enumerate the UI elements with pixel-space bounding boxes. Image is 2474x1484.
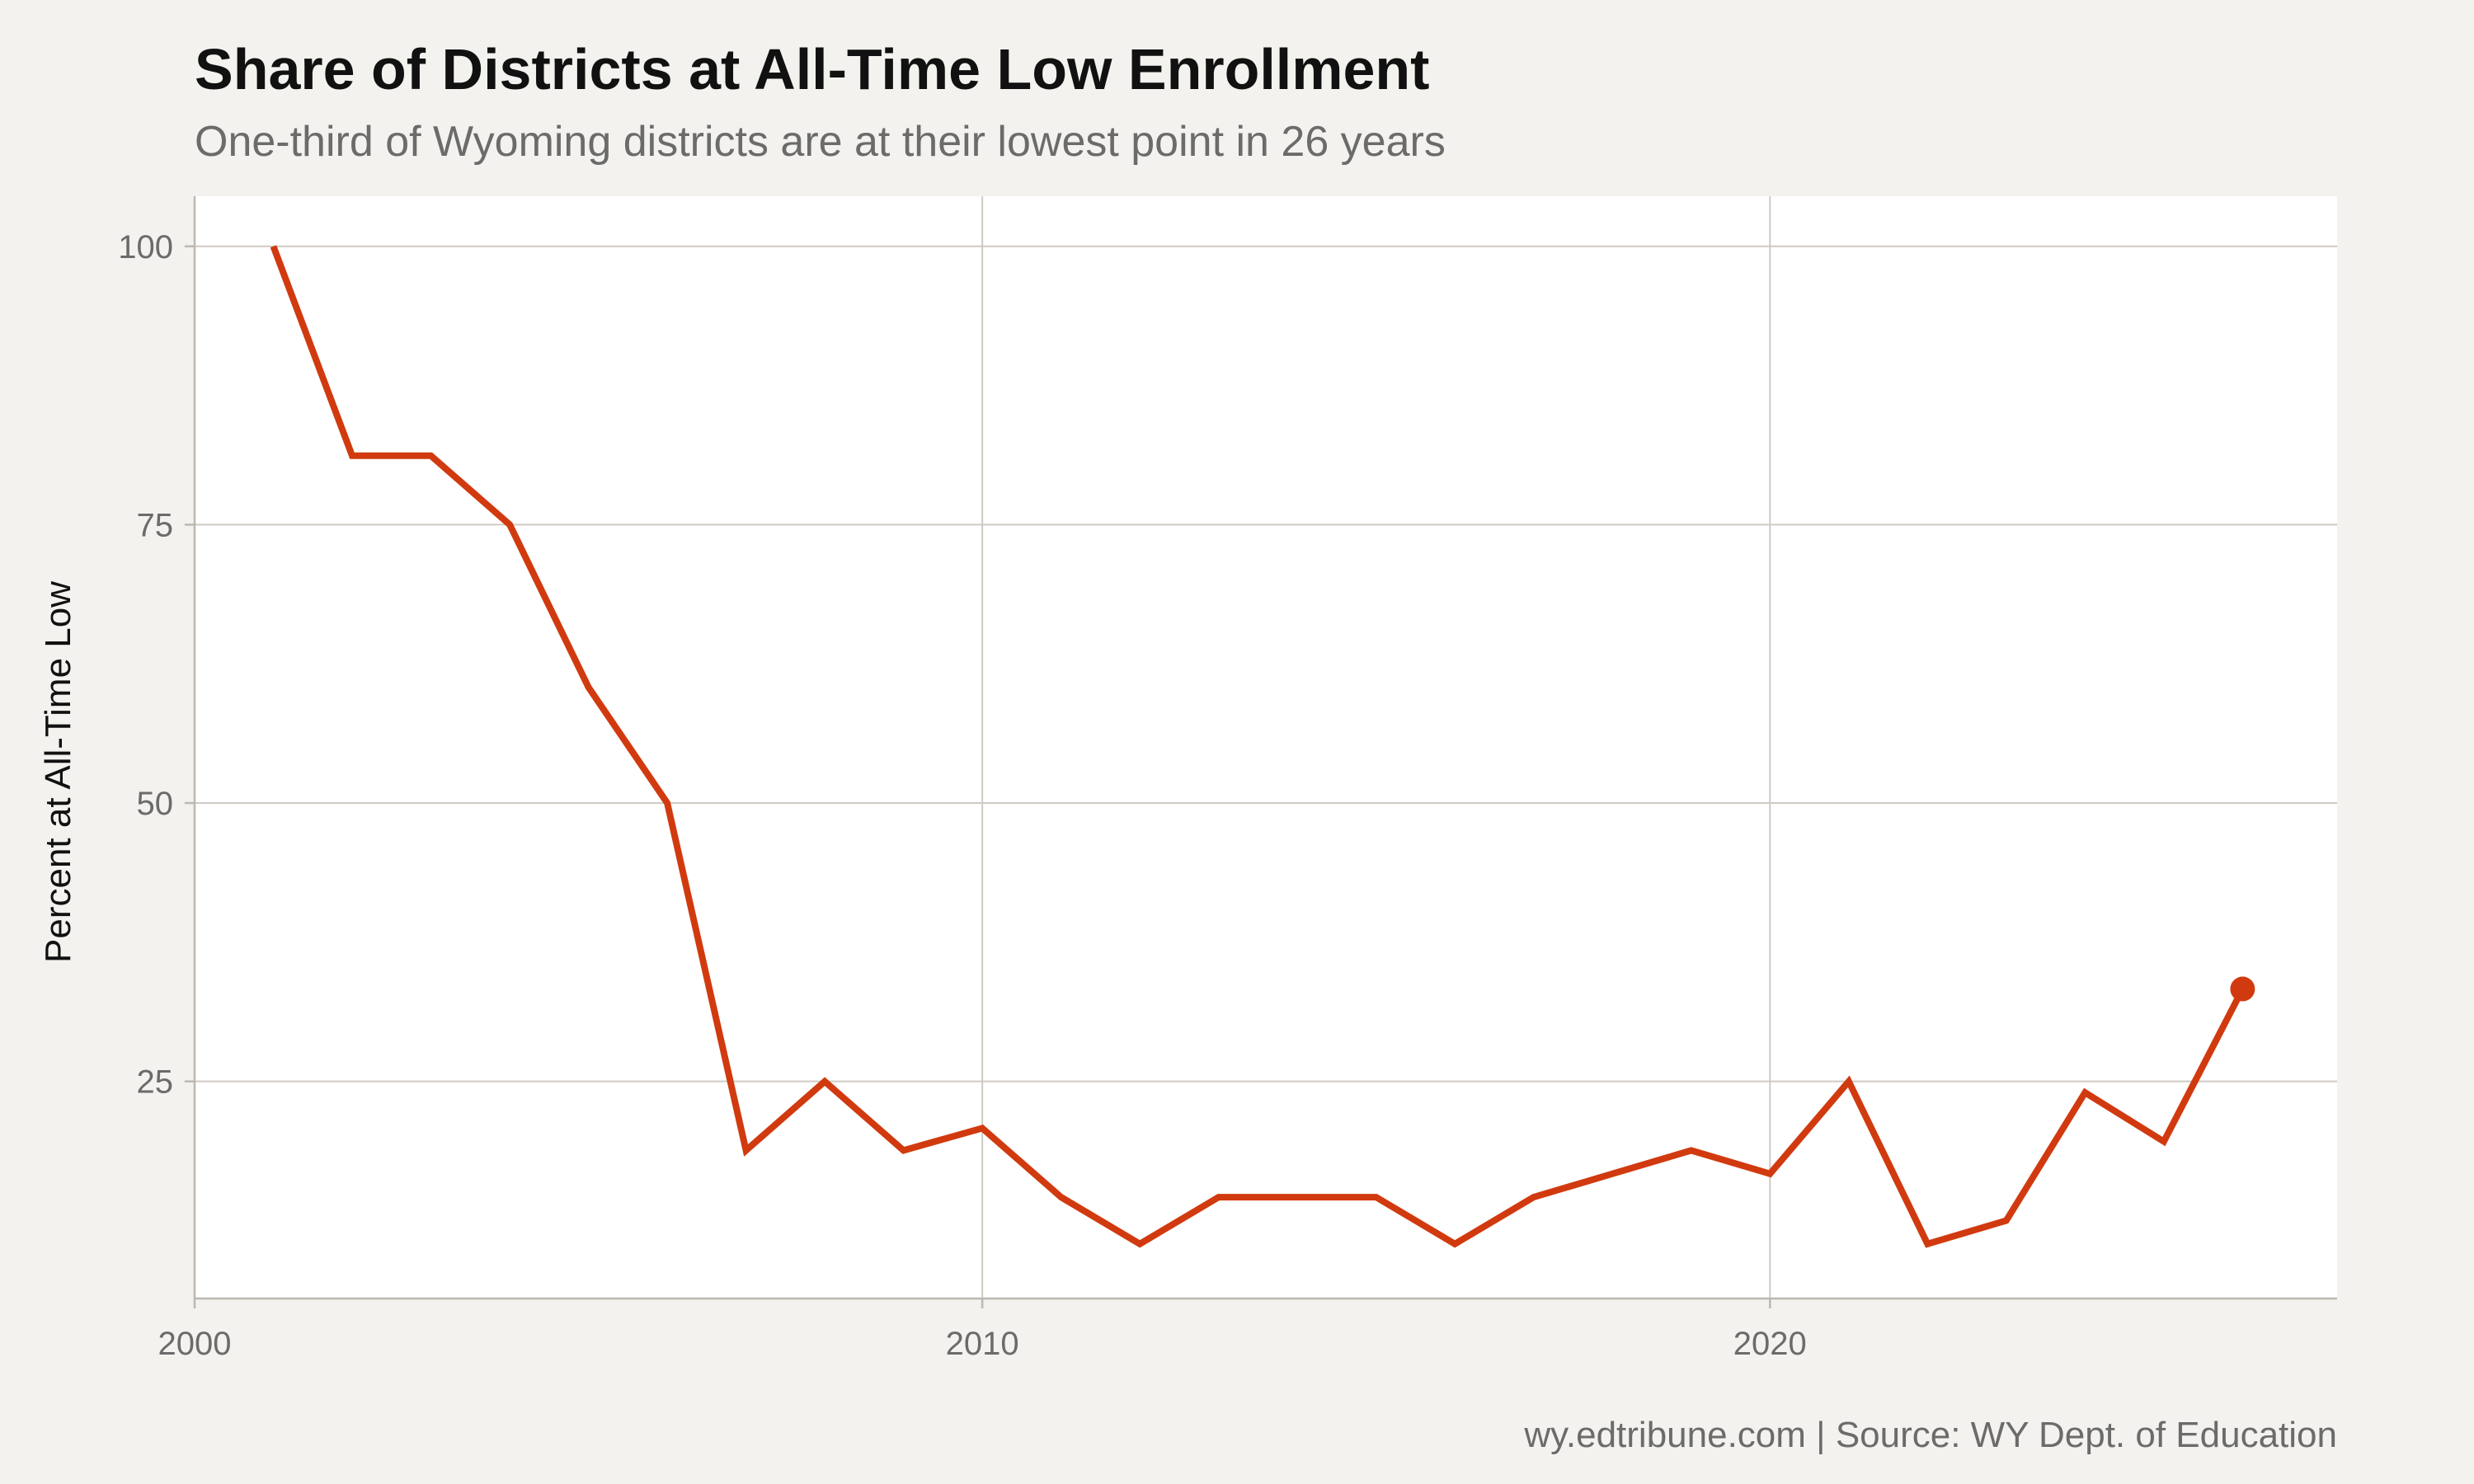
x-tick-label: 2000 [158, 1326, 232, 1362]
x-tick-label: 2010 [946, 1326, 1019, 1362]
x-tick-labels: 2000 2010 2020 [158, 1326, 1807, 1362]
x-tick-label: 2020 [1733, 1326, 1807, 1362]
chart-subtitle: One-third of Wyoming districts are at th… [195, 118, 1446, 166]
plot-panel [195, 196, 2337, 1298]
y-tick-label: 25 [137, 1064, 174, 1101]
chart-title: Share of Districts at All-Time Low Enrol… [195, 37, 1430, 101]
y-tick-labels: 25 50 75 100 [118, 229, 173, 1101]
y-tick-label: 100 [118, 229, 173, 265]
axis-lines [185, 196, 2337, 1308]
series-line [270, 245, 2246, 1248]
series-group [270, 245, 2255, 1248]
y-tick-label: 75 [137, 507, 174, 543]
last-point-marker [2230, 976, 2255, 1002]
y-axis-title: Percent at All-Time Low [38, 581, 78, 963]
source-caption: wy.edtribune.com | Source: WY Dept. of E… [1524, 1415, 2337, 1455]
y-tick-label: 50 [137, 786, 174, 822]
